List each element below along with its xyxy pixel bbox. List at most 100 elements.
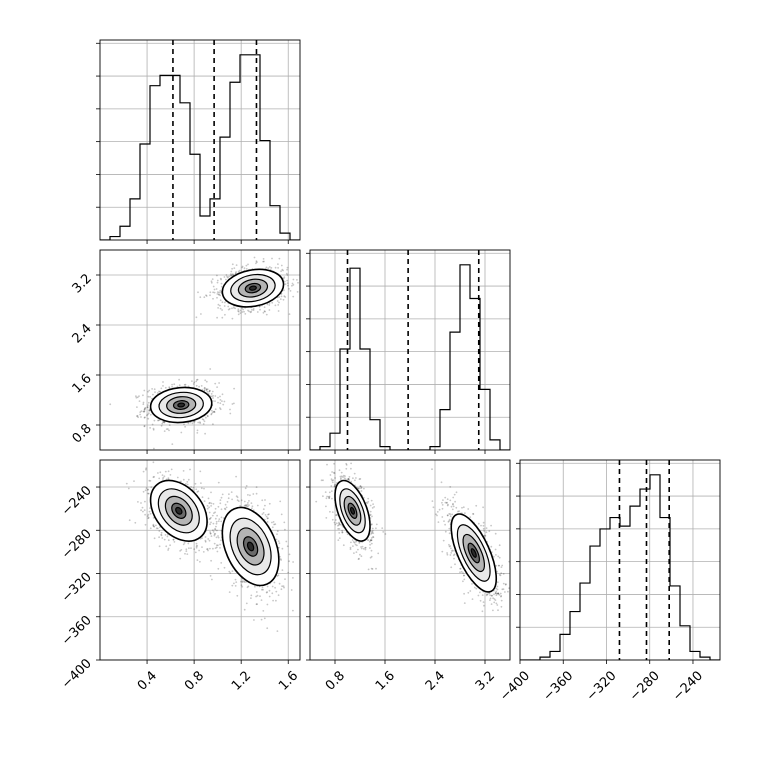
sample-point (214, 400, 216, 402)
sample-point (281, 585, 283, 588)
sample-point (179, 550, 182, 552)
sample-point (234, 578, 237, 581)
sample-point (205, 416, 207, 419)
sample-point (221, 301, 224, 304)
sample-point (364, 548, 367, 551)
sample-point (176, 476, 179, 479)
sample-point (173, 541, 176, 543)
sample-point (160, 424, 163, 427)
sample-point (248, 504, 250, 506)
sample-point (277, 540, 280, 542)
sample-point (227, 276, 229, 279)
sample-point (495, 554, 497, 556)
sample-point (282, 298, 285, 301)
sample-point (495, 564, 498, 567)
contour-level-4 (246, 541, 255, 552)
sample-point (370, 539, 373, 541)
sample-point (214, 517, 217, 520)
sample-point (209, 501, 211, 504)
sample-point (467, 591, 470, 594)
sample-point (218, 291, 221, 294)
sample-point (201, 496, 204, 499)
sample-point (206, 507, 209, 510)
sample-point (182, 478, 185, 481)
sample-point (329, 510, 331, 513)
sample-point (212, 400, 214, 402)
sample-point (243, 500, 246, 503)
sample-point (142, 490, 145, 493)
sample-point (214, 547, 217, 549)
sample-point (195, 316, 198, 319)
sample-point (147, 390, 149, 393)
sample-point (203, 389, 206, 392)
contour-level-4 (175, 506, 183, 515)
sample-point (272, 521, 275, 523)
sample-point (459, 567, 462, 570)
sample-point (194, 482, 197, 485)
sample-point (243, 608, 246, 611)
sample-point (211, 390, 214, 393)
sample-point (247, 494, 249, 496)
sample-point (343, 477, 346, 479)
sample-point (236, 594, 239, 597)
sample-point (370, 523, 373, 525)
sample-point (168, 429, 170, 432)
sample-point (271, 585, 274, 588)
sample-point (137, 416, 140, 419)
sample-point (149, 507, 151, 509)
sample-point (260, 618, 263, 621)
sample-point (357, 487, 359, 490)
sample-point (331, 479, 333, 482)
sample-point (252, 493, 255, 495)
sample-point (322, 479, 324, 482)
sample-point (252, 309, 255, 311)
sample-point (214, 527, 217, 530)
sample-point (245, 485, 248, 487)
sample-point (221, 309, 224, 311)
sample-point (330, 490, 333, 492)
sample-point (347, 478, 350, 481)
sample-point (209, 531, 212, 533)
sample-point (195, 488, 198, 491)
sample-point (171, 385, 174, 388)
sample-point (284, 528, 286, 531)
sample-point (233, 387, 236, 390)
sample-point (337, 528, 339, 530)
sample-point (206, 388, 209, 390)
sample-point (184, 383, 187, 386)
sample-point (159, 526, 161, 528)
sample-point (163, 538, 166, 541)
sample-point (196, 432, 199, 434)
sample-point (365, 501, 368, 504)
sample-point (497, 609, 499, 612)
sample-point (220, 285, 223, 288)
sample-point (208, 506, 211, 509)
sample-point (143, 408, 146, 411)
sample-point (280, 588, 283, 591)
sample-point (209, 523, 212, 526)
sample-point (262, 258, 265, 260)
histogram-step-p1 (100, 54, 300, 240)
sample-point (219, 402, 222, 405)
sample-point (334, 484, 336, 486)
sample-point (209, 532, 212, 535)
sample-point (207, 415, 209, 418)
sample-point (262, 508, 265, 511)
sample-point (164, 386, 167, 389)
sample-point (150, 486, 153, 488)
sample-point (197, 421, 200, 424)
sample-point (341, 531, 344, 534)
sample-point (169, 474, 172, 476)
sample-point (339, 475, 342, 478)
sample-point (267, 517, 269, 519)
sample-point (153, 447, 155, 450)
sample-point (329, 474, 332, 476)
sample-point (227, 305, 230, 308)
sample-point (449, 486, 452, 488)
sample-point (345, 467, 348, 470)
sample-point (458, 510, 460, 513)
sample-point (156, 392, 159, 394)
sample-point (250, 594, 253, 597)
sample-point (331, 471, 333, 473)
sample-point (147, 517, 150, 520)
